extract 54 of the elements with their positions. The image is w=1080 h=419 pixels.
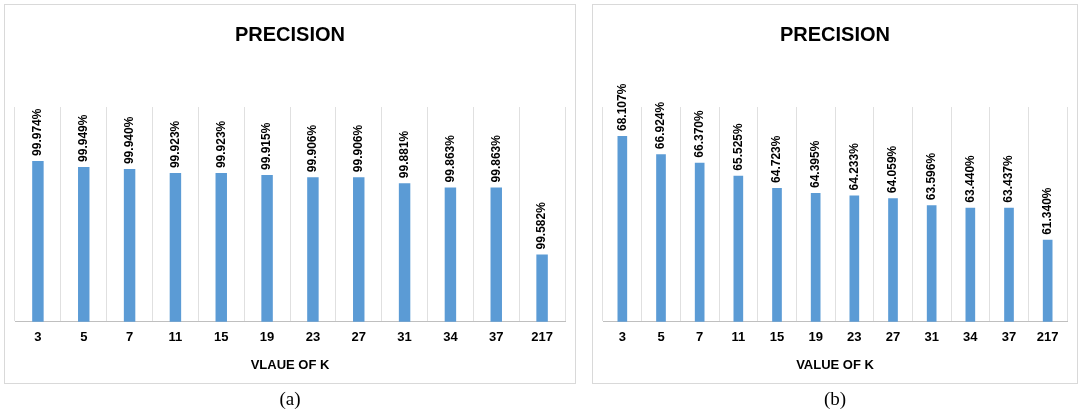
data-label: 99.974% <box>30 108 45 156</box>
data-label: 66.370% <box>691 109 706 158</box>
data-label: 63.437% <box>1001 154 1016 203</box>
data-label: 64.723% <box>769 135 784 183</box>
x-tick-label: 19 <box>808 329 823 345</box>
data-label: 99.863% <box>488 134 503 183</box>
x-axis-title: VLAUE OF K <box>250 356 330 372</box>
x-tick-label: 5 <box>657 329 665 345</box>
x-tick-label: 217 <box>1036 329 1059 345</box>
data-label: 63.440% <box>962 154 977 203</box>
data-label: 64.233% <box>846 142 861 191</box>
x-tick-label: 27 <box>885 329 901 345</box>
x-axis-title: VALUE OF K <box>796 356 875 372</box>
data-label: 99.923% <box>213 120 228 169</box>
x-tick-label: 37 <box>1001 329 1017 345</box>
x-tick-label: 7 <box>125 329 134 345</box>
x-tick-label: 37 <box>489 329 504 345</box>
x-tick-label: 5 <box>80 329 88 345</box>
x-tick-label: 31 <box>397 329 412 345</box>
data-label: 64.059% <box>885 145 900 194</box>
chart-title: PRECISION <box>234 22 346 45</box>
data-label: 68.107% <box>614 83 629 132</box>
data-label: 65.525% <box>730 122 745 171</box>
data-label: 63.596% <box>923 152 938 201</box>
x-tick-label: 15 <box>769 329 785 345</box>
x-tick-label: 7 <box>696 329 704 345</box>
x-tick-label: 27 <box>351 329 366 345</box>
x-tick-label: 23 <box>305 329 321 345</box>
data-label: 61.340% <box>1039 187 1054 235</box>
x-tick-label: 11 <box>168 329 183 345</box>
data-label: 99.881% <box>396 130 411 179</box>
x-tick-label: 15 <box>214 329 229 345</box>
x-tick-label: 19 <box>259 329 275 345</box>
data-label: 66.924% <box>653 101 668 150</box>
x-tick-label: 11 <box>731 329 746 345</box>
data-label: 99.949% <box>76 114 91 162</box>
chart-title: PRECISION <box>779 22 891 45</box>
text: (a) <box>278 388 302 410</box>
data-label: 99.863% <box>442 134 457 183</box>
x-tick-label: 3 <box>618 329 626 345</box>
x-tick-label: 217 <box>531 329 553 345</box>
x-tick-label: 3 <box>34 329 42 345</box>
x-tick-label: 34 <box>443 329 459 345</box>
text: (b) <box>822 388 848 410</box>
data-label: 99.906% <box>351 124 366 173</box>
data-label: 99.923% <box>167 120 182 169</box>
data-label: 64.395% <box>807 140 822 188</box>
x-tick-label: 31 <box>924 329 939 345</box>
data-label: 99.915% <box>259 122 274 171</box>
data-label: 99.940% <box>121 116 136 165</box>
data-label: 99.582% <box>534 201 549 250</box>
x-tick-label: 34 <box>963 329 979 345</box>
data-label: 99.906% <box>305 124 320 173</box>
x-tick-label: 23 <box>847 329 862 345</box>
